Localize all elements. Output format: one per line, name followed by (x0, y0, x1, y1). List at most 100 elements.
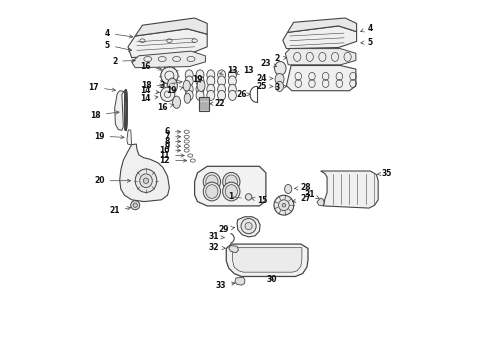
Text: 16: 16 (157, 103, 173, 112)
Text: 35: 35 (377, 169, 392, 178)
Polygon shape (229, 246, 239, 253)
Text: 3: 3 (274, 83, 287, 92)
Ellipse shape (225, 175, 238, 189)
Text: 32: 32 (209, 243, 225, 252)
Text: 6: 6 (165, 127, 181, 136)
Text: 16: 16 (140, 62, 162, 71)
Text: 18: 18 (141, 81, 163, 90)
Text: 24: 24 (256, 74, 273, 83)
Ellipse shape (218, 76, 225, 86)
Text: 2: 2 (274, 54, 287, 63)
Ellipse shape (245, 222, 252, 230)
Ellipse shape (218, 70, 225, 80)
Ellipse shape (207, 90, 215, 100)
Text: 29: 29 (219, 225, 235, 234)
Polygon shape (320, 171, 378, 208)
Text: 7: 7 (165, 132, 181, 141)
Ellipse shape (125, 90, 127, 92)
Ellipse shape (185, 70, 193, 80)
Ellipse shape (197, 80, 205, 91)
Ellipse shape (207, 84, 215, 94)
Text: 14: 14 (140, 94, 158, 103)
Text: 28: 28 (294, 184, 312, 193)
Text: 33: 33 (216, 281, 235, 289)
Ellipse shape (196, 76, 204, 86)
Text: 21: 21 (109, 206, 131, 215)
Ellipse shape (228, 90, 236, 100)
Text: 31: 31 (305, 190, 319, 199)
Ellipse shape (196, 84, 204, 94)
Ellipse shape (218, 90, 225, 100)
Text: 4: 4 (361, 24, 373, 33)
Ellipse shape (172, 96, 180, 108)
Polygon shape (132, 51, 205, 68)
Ellipse shape (184, 93, 191, 103)
Ellipse shape (161, 67, 178, 84)
Polygon shape (128, 29, 207, 58)
Text: 2: 2 (112, 57, 135, 66)
Ellipse shape (125, 115, 127, 117)
Text: 19: 19 (192, 75, 203, 84)
Text: 4: 4 (105, 29, 133, 38)
Polygon shape (235, 277, 245, 285)
Ellipse shape (241, 219, 256, 234)
Text: 25: 25 (256, 82, 273, 91)
Ellipse shape (196, 70, 204, 80)
Ellipse shape (133, 203, 137, 207)
Polygon shape (127, 130, 132, 145)
Polygon shape (115, 91, 124, 130)
Text: 22: 22 (210, 99, 225, 108)
Ellipse shape (131, 201, 140, 210)
Text: 31: 31 (209, 233, 224, 242)
Polygon shape (288, 18, 357, 32)
Text: 12: 12 (160, 156, 187, 165)
Ellipse shape (206, 175, 218, 189)
Text: 23: 23 (260, 59, 277, 68)
Ellipse shape (167, 78, 177, 93)
Ellipse shape (285, 185, 292, 194)
Text: 26: 26 (236, 90, 250, 99)
Ellipse shape (275, 81, 284, 91)
Text: 13: 13 (236, 66, 254, 75)
Polygon shape (286, 66, 356, 91)
Text: 14: 14 (140, 86, 159, 95)
Polygon shape (232, 248, 302, 272)
Ellipse shape (282, 203, 286, 207)
Text: 19: 19 (94, 132, 124, 141)
Ellipse shape (222, 182, 240, 201)
Ellipse shape (218, 84, 225, 94)
Ellipse shape (274, 195, 294, 215)
Text: 13: 13 (220, 66, 238, 75)
Ellipse shape (196, 90, 204, 100)
Ellipse shape (185, 76, 193, 86)
Ellipse shape (278, 200, 289, 211)
Polygon shape (237, 217, 260, 237)
Ellipse shape (183, 80, 190, 91)
Text: 8: 8 (165, 137, 181, 146)
Ellipse shape (225, 185, 238, 198)
Text: 27: 27 (293, 194, 312, 203)
Text: 9: 9 (165, 142, 181, 151)
Polygon shape (283, 26, 357, 49)
Ellipse shape (185, 84, 193, 94)
Polygon shape (135, 18, 207, 36)
Text: 11: 11 (160, 151, 184, 160)
Text: 1: 1 (228, 192, 233, 202)
Ellipse shape (203, 172, 220, 191)
Ellipse shape (222, 172, 240, 191)
Ellipse shape (143, 178, 148, 184)
Polygon shape (120, 144, 170, 202)
Text: 5: 5 (105, 41, 132, 51)
Text: 17: 17 (89, 83, 116, 92)
Ellipse shape (274, 62, 286, 75)
Ellipse shape (125, 99, 127, 101)
Ellipse shape (140, 174, 152, 188)
Bar (199, 97, 209, 111)
Polygon shape (285, 49, 356, 65)
Text: 18: 18 (90, 111, 119, 120)
Ellipse shape (245, 194, 252, 200)
Text: 19: 19 (166, 86, 183, 95)
Text: 20: 20 (94, 176, 130, 185)
Text: 5: 5 (361, 38, 372, 47)
Ellipse shape (125, 126, 127, 128)
